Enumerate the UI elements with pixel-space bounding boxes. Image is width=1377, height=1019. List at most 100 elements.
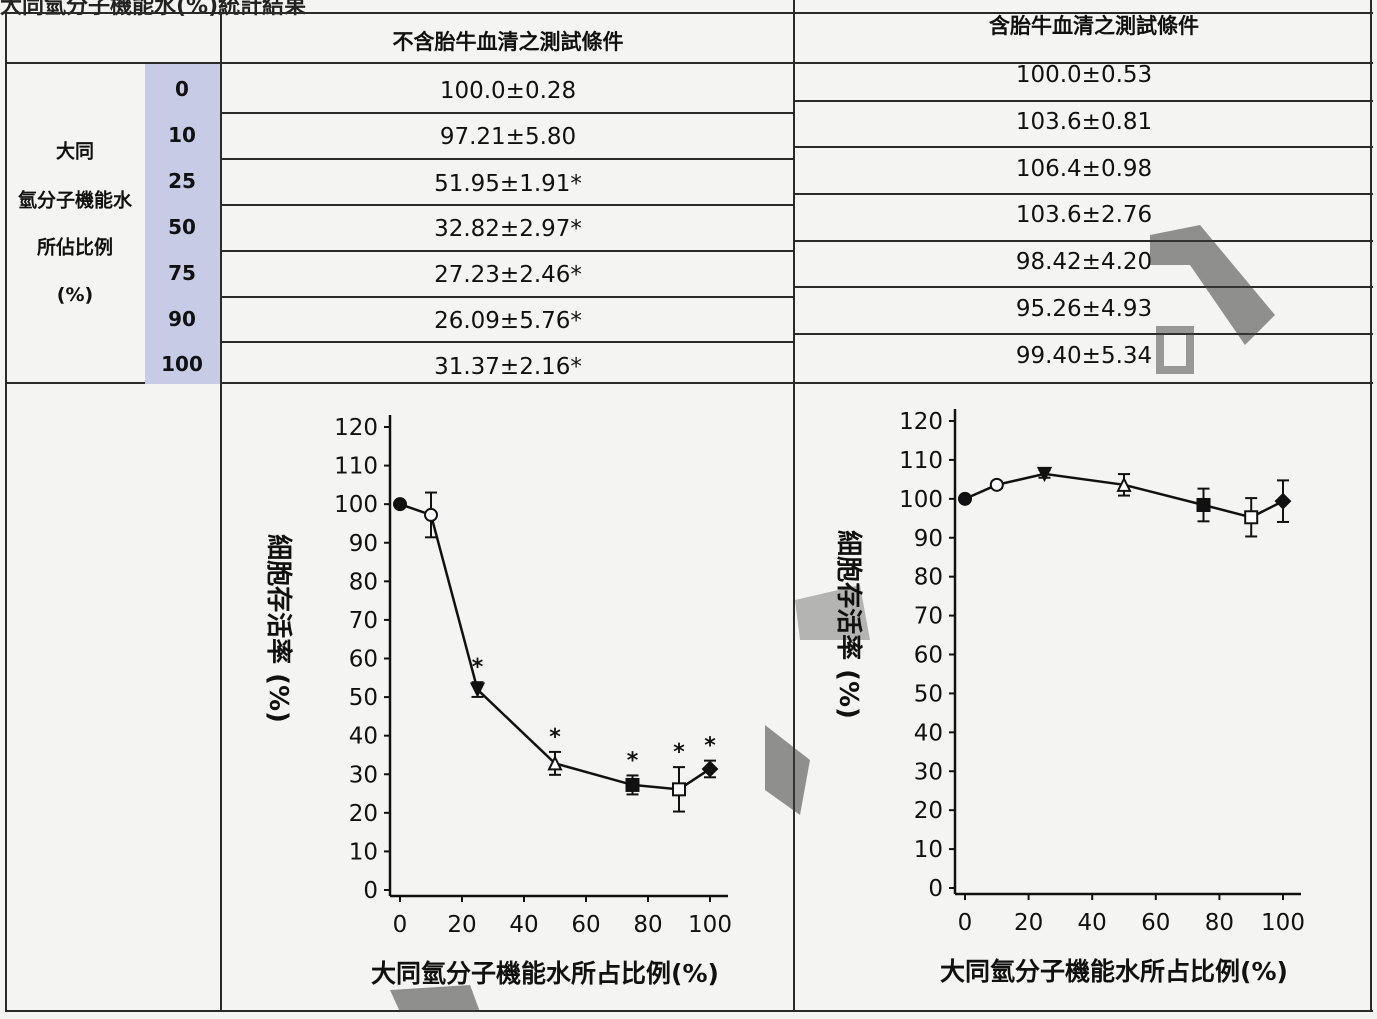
y-tick-label: 80 <box>914 565 943 591</box>
y-tick-label: 0 <box>928 876 943 902</box>
table-row-divider <box>795 193 1373 195</box>
table-row-divider <box>145 296 795 298</box>
significance-marker: * <box>673 740 685 765</box>
data-point <box>469 682 486 698</box>
x-tick-label: 60 <box>571 912 600 938</box>
table-bottom <box>5 1010 1373 1012</box>
x-tick-label: 20 <box>1014 910 1043 936</box>
concentration-value: 0 <box>175 77 189 101</box>
y-tick-label: 40 <box>349 724 378 750</box>
concentration-value: 90 <box>168 307 196 331</box>
data-point <box>1244 510 1259 525</box>
significance-marker: * <box>627 748 639 773</box>
table-row-divider <box>795 146 1373 148</box>
data-point <box>958 491 972 506</box>
significance-marker: * <box>704 734 716 759</box>
value-with-fbs: 103.6±0.81 <box>1015 109 1153 135</box>
y-axis-title: 細胞存活率 (%) <box>263 534 294 723</box>
value-with-fbs: 106.4±0.98 <box>1015 156 1153 182</box>
data-point <box>1196 497 1211 512</box>
concentration-value: 25 <box>168 169 196 193</box>
table-row-divider <box>795 333 1373 335</box>
concentration-value: 50 <box>168 215 196 239</box>
row-label-line: 大同 <box>55 140 95 163</box>
viability-chart-without-fbs: 0 10 20 30 40 50 60 70 80 90 100 110 120 0 20 40 60 80 100… <box>263 415 732 988</box>
table-col-divider-2 <box>793 0 795 1012</box>
table-border-left <box>5 12 7 1012</box>
value-without-fbs: 97.21±5.80 <box>439 124 577 150</box>
value-without-fbs: 51.95±1.91* <box>434 171 582 197</box>
value-with-fbs: 103.6±2.76 <box>1015 202 1153 228</box>
x-tick-label: 100 <box>1261 910 1305 936</box>
x-tick-label: 40 <box>509 912 538 938</box>
concentration-value: 100 <box>161 352 203 376</box>
table-row-divider <box>795 286 1373 288</box>
table-body-bottom <box>5 382 1373 384</box>
data-point <box>989 477 1004 492</box>
y-tick-label: 70 <box>349 608 378 634</box>
viability-chart-with-fbs: 0 10 20 30 40 50 60 70 80 90 100 110 120 0 20 40 60 80 100… <box>833 409 1305 986</box>
page-title: 大同氫分子機能水(%)統計結果 <box>0 0 307 19</box>
y-tick-label: 10 <box>349 839 378 865</box>
x-tick-label: 20 <box>447 912 476 938</box>
value-without-fbs: 100.0±0.28 <box>439 78 577 104</box>
y-tick-label: 10 <box>914 837 943 863</box>
x-tick-label: 60 <box>1141 910 1170 936</box>
row-label-line: (%) <box>56 284 94 306</box>
y-tick-label: 0 <box>363 878 378 904</box>
y-tick-label: 100 <box>334 492 378 518</box>
concentration-value: 75 <box>168 261 196 285</box>
value-without-fbs: 26.09±5.76* <box>434 308 582 334</box>
x-axis-title: 大同氫分子機能水所占比例(%) <box>940 957 1288 986</box>
y-tick-label: 30 <box>349 762 378 788</box>
data-point <box>672 782 686 797</box>
table-row-divider <box>145 112 795 114</box>
y-tick-label: 120 <box>899 409 943 435</box>
x-tick-label: 0 <box>393 912 408 938</box>
y-tick-label: 50 <box>349 685 378 711</box>
value-with-fbs: 95.26±4.93 <box>1015 296 1153 322</box>
x-tick-label: 0 <box>958 910 973 936</box>
header-with-fbs: 含胎牛血清之測試條件 <box>989 14 1199 38</box>
y-tick-label: 90 <box>914 526 943 552</box>
value-without-fbs: 31.37±2.16* <box>434 354 582 380</box>
significance-marker: * <box>472 655 484 680</box>
data-point <box>424 507 438 522</box>
table-row-divider <box>145 204 795 206</box>
data-point <box>701 760 719 778</box>
x-tick-label: 100 <box>688 912 732 938</box>
table-row-divider <box>795 240 1373 242</box>
y-tick-label: 80 <box>349 569 378 595</box>
data-point <box>1036 466 1053 483</box>
table-row-divider <box>145 250 795 252</box>
concentration-value: 10 <box>168 123 196 147</box>
x-axis-title: 大同氫分子機能水所占比例(%) <box>371 959 719 988</box>
y-tick-label: 70 <box>914 604 943 630</box>
x-tick-label: 80 <box>1205 910 1234 936</box>
significance-marker: * <box>549 725 561 750</box>
y-tick-label: 20 <box>349 801 378 827</box>
x-tick-label: 80 <box>633 912 662 938</box>
table-header-divider <box>5 62 1373 64</box>
data-point <box>1116 476 1132 492</box>
y-axis-title: 細胞存活率 (%) <box>833 530 864 719</box>
y-tick-label: 60 <box>349 647 378 673</box>
value-without-fbs: 27.23±2.46* <box>434 262 582 288</box>
y-tick-label: 30 <box>914 759 943 785</box>
table-row-divider <box>795 100 1373 102</box>
concentration-column <box>145 64 220 384</box>
y-tick-label: 120 <box>334 415 378 441</box>
table-row-divider <box>145 341 795 343</box>
row-label-line: 氫分子機能水 <box>17 189 133 212</box>
data-point <box>625 777 640 792</box>
y-tick-label: 40 <box>914 720 943 746</box>
data-point <box>547 755 563 771</box>
header-without-fbs: 不含胎牛血清之測試條件 <box>392 30 624 54</box>
data-point <box>1274 492 1292 510</box>
table-col-divider-1 <box>220 12 222 1012</box>
y-tick-label: 60 <box>914 643 943 669</box>
y-tick-label: 110 <box>334 454 378 480</box>
table-border-top <box>5 12 1373 14</box>
row-label-line: 所佔比例 <box>36 236 114 259</box>
